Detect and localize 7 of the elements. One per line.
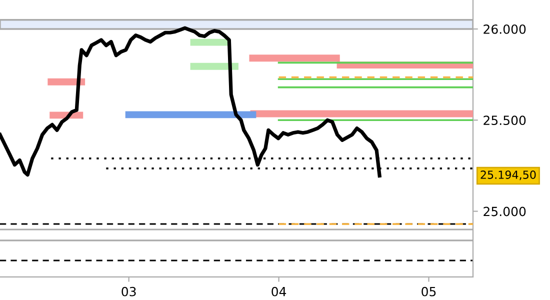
y-tick-label: 25.000 bbox=[484, 206, 526, 216]
x-tick-label: 04 bbox=[272, 286, 286, 296]
y-tick-label: 25.500 bbox=[484, 116, 526, 126]
y-tick-label: 26.000 bbox=[484, 24, 526, 34]
x-tick-label: 05 bbox=[422, 286, 436, 296]
text: 25.194,50 bbox=[480, 170, 536, 180]
x-tick-label: 03 bbox=[122, 286, 136, 296]
